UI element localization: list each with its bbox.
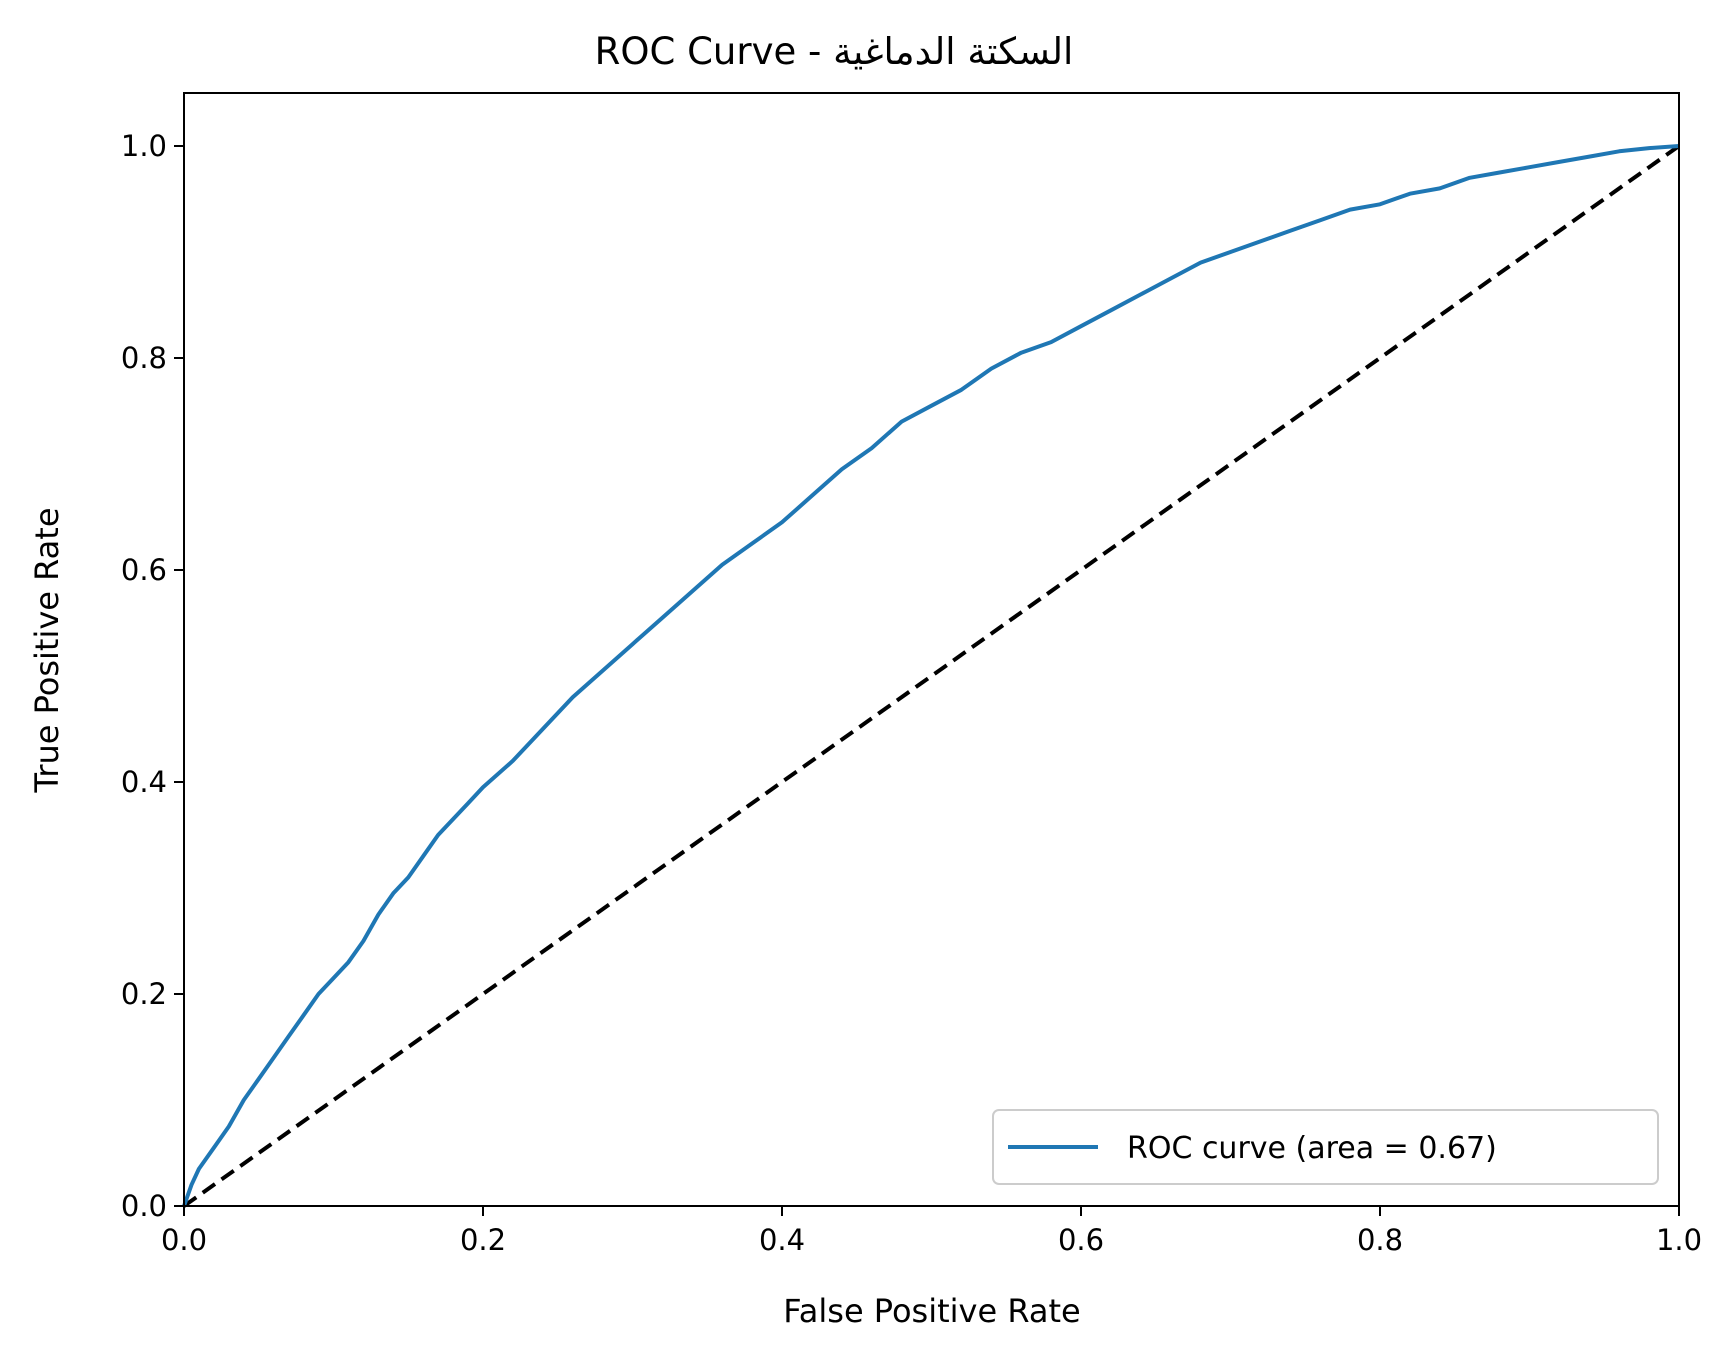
y-tick-label: 0.4 <box>121 765 167 799</box>
chart-title: ROC Curve - السكتة الدماغية <box>595 30 1074 73</box>
y-axis-label: True Positive Rate <box>28 507 66 793</box>
x-tick-label: 0.8 <box>1357 1223 1403 1257</box>
axes-frame <box>183 92 1680 1207</box>
series-line-roc <box>182 144 1680 1207</box>
y-tick-label: 0.0 <box>121 1189 167 1223</box>
y-tick-label: 0.2 <box>121 977 167 1011</box>
plot-area <box>182 144 1681 1208</box>
legend: ROC curve (area = 0.67) <box>992 1109 1659 1185</box>
x-tick-label: 0.4 <box>759 1223 805 1257</box>
legend-label-roc: ROC curve (area = 0.67) <box>1127 1131 1497 1166</box>
legend-box <box>992 1109 1659 1185</box>
y-tick-label: 0.8 <box>121 341 167 375</box>
x-tick-label: 1.0 <box>1656 1223 1702 1257</box>
x-axis-label: False Positive Rate <box>783 1292 1080 1330</box>
y-tick-label: 1.0 <box>121 129 167 163</box>
x-tick-label: 0.2 <box>460 1223 506 1257</box>
y-tick-label: 0.6 <box>121 553 167 587</box>
series-line-chance-diagonal <box>182 144 1681 1208</box>
x-tick-label: 0.6 <box>1058 1223 1104 1257</box>
axis-ticks: 0.0 0.2 0.4 0.6 0.8 1.0 0.0 0.2 0.4 0.6 0.8 1.0 <box>121 129 1702 1257</box>
x-tick-label: 0.0 <box>161 1223 207 1257</box>
